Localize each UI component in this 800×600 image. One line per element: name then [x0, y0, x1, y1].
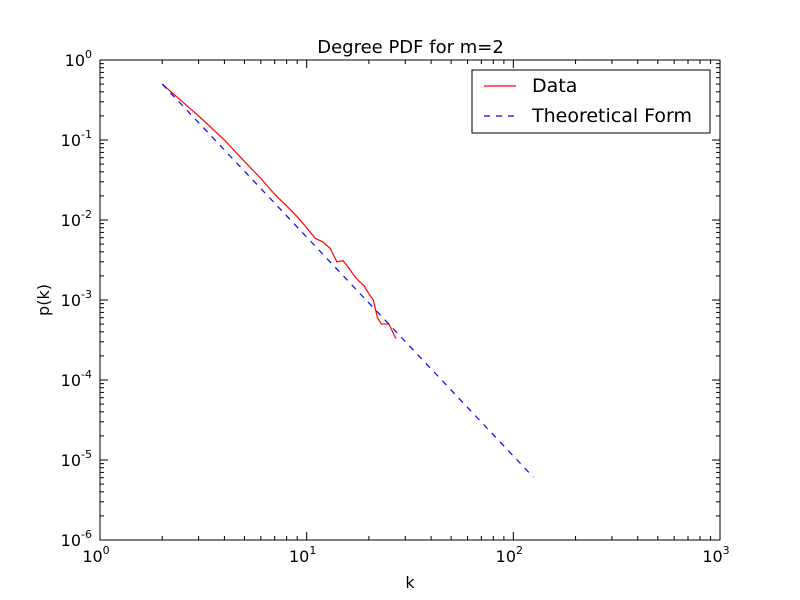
y-tick-label: 10-5 [61, 448, 92, 470]
series-line-data [161, 83, 397, 339]
plot-frame [99, 59, 721, 541]
legend-label-data: Data [532, 75, 577, 97]
y-tick-label: 10-4 [61, 368, 92, 390]
x-tick-label: 102 [496, 544, 523, 566]
legend-box [471, 69, 711, 134]
y-axis-label: p(k) [34, 284, 53, 316]
y-tick-label: 100 [65, 48, 92, 70]
chart-title: Degree PDF for m=2 [317, 37, 504, 58]
x-tick-label: 101 [289, 544, 316, 566]
y-tick-label: 10-6 [61, 528, 92, 550]
plot-series [161, 83, 534, 478]
legend: Data Theoretical Form [471, 69, 711, 134]
y-tick-label: 10-2 [61, 208, 92, 230]
x-tick-label: 103 [702, 544, 729, 566]
series-line-theoretical-form [161, 83, 534, 478]
x-axis-label: k [405, 573, 415, 592]
x-tick-label: 100 [82, 544, 109, 566]
legend-label-theoretical: Theoretical Form [531, 105, 692, 127]
y-tick-label: 10-1 [61, 128, 92, 150]
y-tick-label: 10-3 [61, 288, 92, 310]
axis-ticks: 100 101 102 103 10-6 10-5 10-4 10-3 10-2 10-1 100 [61, 48, 730, 566]
